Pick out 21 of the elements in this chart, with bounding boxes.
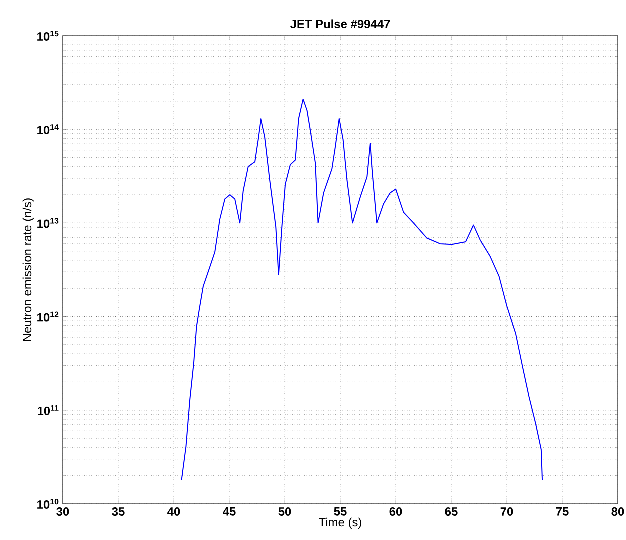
y-tick-label: 10$^{11}$ [38, 405, 59, 416]
x-tick-label: 80 [612, 508, 624, 516]
y-tick-label: 10$^{14}$ [38, 124, 59, 135]
chart-title: JET Pulse #99447 [290, 20, 390, 28]
x-tick-label: 60 [390, 508, 402, 516]
x-tick-label: 40 [168, 508, 180, 516]
x-tick-label: 35 [112, 508, 125, 516]
y-tick-label: 10$^{12}$ [38, 312, 59, 322]
x-tick-label: 55 [334, 508, 347, 516]
line-series [181, 98, 544, 481]
x-tick-label: 30 [56, 508, 70, 516]
x-tick-label: 45 [223, 508, 236, 516]
x-tick-label: 65 [445, 508, 458, 516]
y-tick-label: 10$^{10}$ [38, 498, 59, 509]
x-axis-title: Time (s) [319, 518, 362, 529]
y-axis-title: Neutron emission rate (n/s) [22, 198, 34, 342]
y-tick-label: 10$^{13}$ [38, 218, 59, 228]
x-tick-label: 75 [556, 508, 569, 516]
x-tick-label: 70 [500, 508, 514, 516]
x-tick-label: 50 [278, 508, 292, 516]
y-tick-label: 10$^{15}$ [38, 31, 59, 41]
